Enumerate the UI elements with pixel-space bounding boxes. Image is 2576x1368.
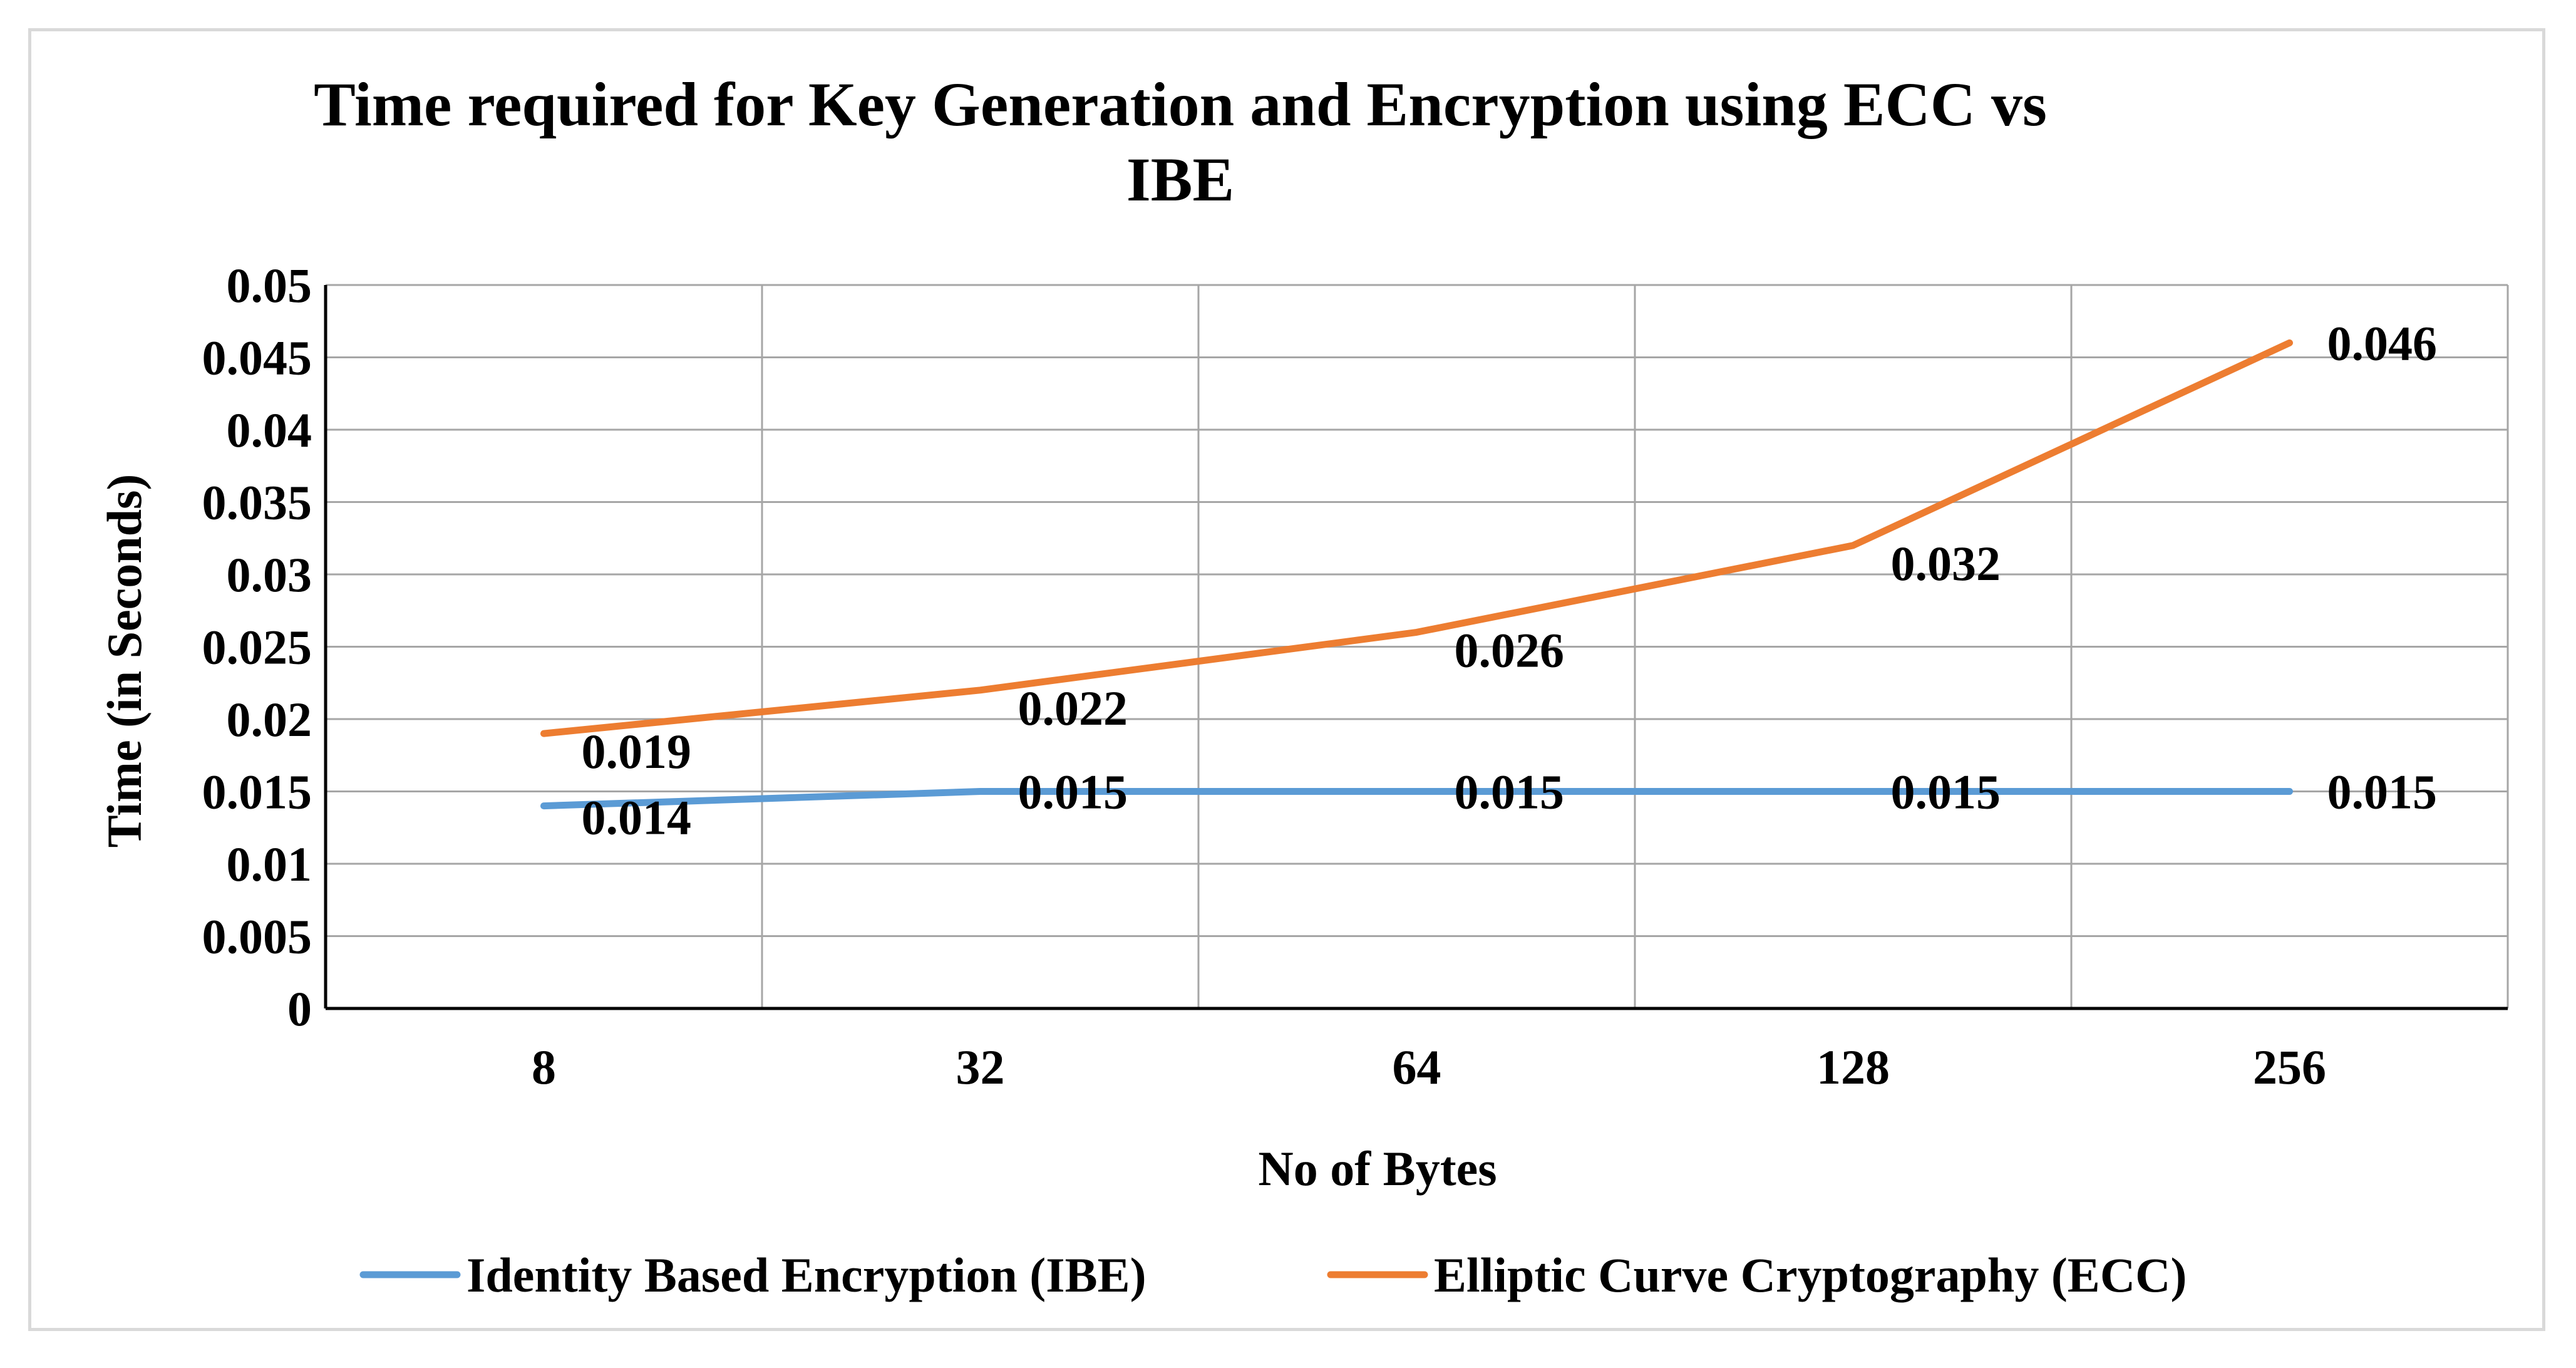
x-tick-label: 8 bbox=[532, 1040, 556, 1094]
y-tick-label: 0.05 bbox=[227, 258, 312, 313]
ibe-data-label: 0.015 bbox=[1891, 765, 2001, 819]
y-tick-label: 0.025 bbox=[202, 620, 312, 675]
chart-title-line-2: IBE bbox=[1126, 145, 1234, 214]
x-tick-label: 256 bbox=[2253, 1040, 2326, 1094]
series-lines bbox=[540, 339, 2293, 810]
ibe-data-label: 0.015 bbox=[2327, 765, 2438, 819]
y-tick-label: 0 bbox=[287, 982, 312, 1036]
y-tick-label: 0.035 bbox=[202, 475, 312, 530]
y-axis-title: Time (in Seconds) bbox=[97, 474, 152, 848]
y-tick-label: 0.045 bbox=[202, 331, 312, 385]
chart-title-line-1: Time required for Key Generation and Enc… bbox=[314, 70, 2047, 139]
legend-label-ecc: Elliptic Curve Cryptography (ECC) bbox=[1434, 1248, 2187, 1302]
ecc-series-line bbox=[540, 339, 2293, 737]
ibe-series-line bbox=[540, 788, 2293, 810]
ibe-data-label: 0.015 bbox=[1455, 765, 1565, 819]
legend-label-ibe: Identity Based Encryption (IBE) bbox=[466, 1248, 1146, 1302]
chart-frame: Time required for Key Generation and Enc… bbox=[28, 28, 2545, 1331]
ecc-data-label: 0.046 bbox=[2327, 316, 2438, 370]
y-tick-label: 0.02 bbox=[227, 692, 312, 747]
y-tick-label: 0.015 bbox=[202, 765, 312, 819]
x-tick-label: 32 bbox=[956, 1040, 1005, 1094]
legend: Identity Based Encryption (IBE) Elliptic … bbox=[359, 1248, 2187, 1302]
x-tick-label: 128 bbox=[1816, 1040, 1890, 1094]
ibe-data-label: 0.014 bbox=[582, 790, 692, 845]
y-tick-label: 0.04 bbox=[227, 403, 312, 457]
ecc-data-label: 0.022 bbox=[1018, 681, 1128, 735]
y-tick-label: 0.03 bbox=[227, 547, 312, 602]
y-tick-labels: 0 0.005 0.01 0.015 0.02 0.025 0.03 0.035 0.04 0.0… bbox=[202, 258, 312, 1036]
y-tick-label: 0.005 bbox=[202, 909, 312, 964]
ibe-data-label: 0.015 bbox=[1018, 765, 1128, 819]
x-tick-label: 64 bbox=[1393, 1040, 1441, 1094]
line-chart: Time required for Key Generation and Enc… bbox=[97, 70, 2509, 1302]
x-axis-title: No of Bytes bbox=[1258, 1141, 1497, 1196]
ecc-data-label: 0.026 bbox=[1455, 623, 1565, 677]
y-tick-label: 0.01 bbox=[227, 837, 312, 891]
ecc-data-label: 0.032 bbox=[1891, 536, 2001, 591]
gridlines bbox=[326, 284, 2509, 1008]
ecc-data-label: 0.019 bbox=[582, 724, 692, 779]
data-labels: 0.014 0.015 0.015 0.015 0.015 0.019 0.022 0.026… bbox=[582, 316, 2438, 844]
axes bbox=[324, 285, 2508, 1010]
x-tick-labels: 8 32 64 128 256 bbox=[532, 1040, 2326, 1094]
